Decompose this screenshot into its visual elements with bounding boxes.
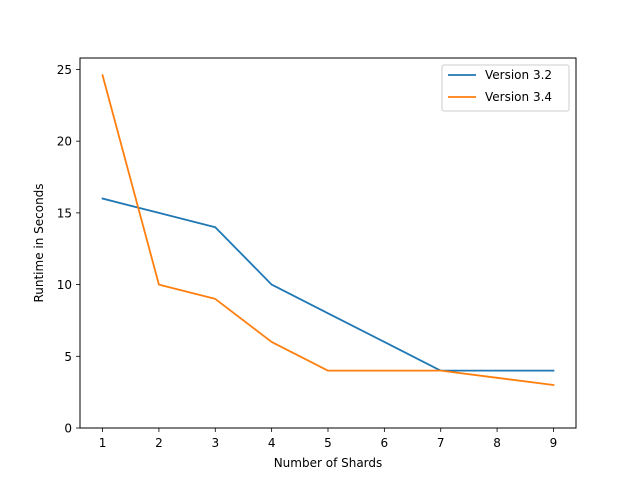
x-axis-label: Number of Shards <box>274 456 383 470</box>
y-tick-label: 0 <box>64 422 72 436</box>
x-tick-label: 6 <box>381 436 389 450</box>
y-tick-label: 15 <box>57 206 72 220</box>
y-axis: 0 5 10 15 20 25 <box>57 63 80 436</box>
legend: Version 3.2 Version 3.4 <box>441 64 570 112</box>
x-tick-label: 2 <box>155 436 163 450</box>
x-tick-label: 9 <box>550 436 558 450</box>
x-axis: 1 2 3 4 5 6 7 8 9 <box>99 428 558 450</box>
y-tick-label: 20 <box>57 135 72 149</box>
y-axis-label: Runtime in Seconds <box>32 183 46 302</box>
legend-label-version-3-4: Version 3.4 <box>485 90 552 104</box>
series-line-version-3-2 <box>101 197 555 372</box>
legend-frame <box>441 64 570 112</box>
series-layer <box>101 74 555 386</box>
y-tick-label: 5 <box>64 350 72 364</box>
x-tick-label: 7 <box>437 436 445 450</box>
legend-label-version-3-2: Version 3.2 <box>485 68 552 82</box>
series-line-version-3-4 <box>101 74 555 386</box>
y-tick-label: 25 <box>57 63 72 77</box>
x-tick-label: 8 <box>493 436 501 450</box>
x-tick-label: 3 <box>211 436 219 450</box>
y-tick-label: 10 <box>57 278 72 292</box>
x-tick-label: 4 <box>268 436 276 450</box>
x-tick-label: 5 <box>324 436 332 450</box>
x-tick-label: 1 <box>99 436 107 450</box>
